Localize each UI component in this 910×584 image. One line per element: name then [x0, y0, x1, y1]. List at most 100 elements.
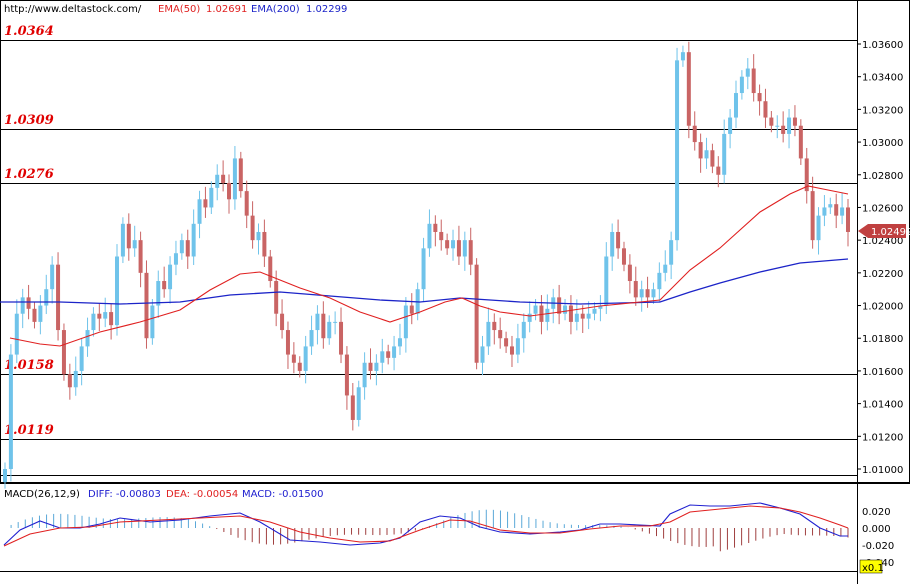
candle-body: [456, 240, 461, 257]
candle-body: [733, 93, 738, 118]
candle-body: [115, 256, 120, 326]
candle-body: [61, 330, 66, 375]
candle-body: [492, 321, 497, 331]
candle-body: [557, 297, 562, 314]
level-label: 1.0119: [4, 423, 54, 438]
candle-body: [256, 231, 261, 241]
candle-body: [97, 313, 102, 319]
candle-body: [527, 313, 532, 322]
candle-body: [651, 289, 656, 298]
candle-body: [586, 313, 591, 319]
candle-body: [409, 305, 414, 314]
candle-body: [745, 68, 750, 77]
candle-body: [698, 142, 703, 159]
candle-body: [592, 308, 597, 314]
candle-body: [840, 207, 845, 216]
candle-body: [215, 174, 220, 188]
header-legend: http://www.deltastock.com/ EMA(50) 1.026…: [4, 4, 347, 15]
candle-body: [386, 351, 391, 358]
ema50-line: [9, 185, 849, 347]
y-tick-label: 1.01200: [862, 432, 903, 443]
macd-diff-line: [3, 502, 848, 546]
candle-body: [751, 68, 756, 94]
y-tick-label: 1.01000: [862, 465, 903, 476]
y-tick-label: 1.01400: [862, 400, 903, 411]
candle-body: [445, 240, 450, 249]
candle-body: [309, 330, 314, 347]
macd-y-axis: 0.0200.000-0.020-0.040: [862, 507, 894, 569]
candle-body: [716, 166, 721, 175]
zoom-badge-label: x0.1: [862, 563, 884, 574]
candle-body: [521, 321, 526, 339]
ema200-label: EMA(200): [251, 4, 300, 15]
current-price-tag: 1.02499: [858, 224, 910, 238]
candle-body: [574, 313, 579, 322]
candle-body: [32, 308, 37, 322]
macd-histogram: [10, 509, 849, 552]
candle-body: [138, 240, 143, 273]
candle-body: [468, 240, 473, 265]
candle-body: [769, 117, 774, 126]
candle-body: [480, 346, 485, 363]
candle-body: [692, 125, 697, 143]
level-label: 1.0276: [4, 167, 54, 182]
y-tick-label: 1.03200: [862, 105, 903, 116]
candle-body: [433, 223, 438, 232]
candle-body: [250, 215, 255, 241]
candle-body: [663, 264, 668, 273]
candle-body: [120, 223, 125, 257]
candle-body: [50, 264, 55, 290]
candle-body: [722, 133, 727, 175]
candle-body: [669, 240, 674, 265]
level-label: 1.0364: [4, 24, 54, 39]
candle-body: [191, 223, 196, 257]
y-axis: 1.03600 1.03400 1.03200 1.03000 1.02800 1.026…: [857, 40, 903, 476]
candle-body: [563, 305, 568, 314]
candle-body: [350, 395, 355, 420]
y-tick-label: 1.02600: [862, 203, 903, 214]
candle-body: [67, 374, 72, 388]
candle-body: [227, 182, 232, 200]
ema50-value: 1.02691: [206, 4, 247, 15]
y-tick-label: 1.02200: [862, 269, 903, 280]
candle-body: [598, 305, 603, 309]
candle-body: [150, 305, 155, 339]
level-lines: 1.0364 1.0309 1.0276 1.0158 1.0119: [0, 24, 857, 476]
candle-body: [315, 313, 320, 331]
candle-body: [268, 256, 273, 282]
candle-body: [327, 321, 332, 339]
candle-body: [109, 312, 114, 326]
candle-body: [498, 330, 503, 339]
ema200-value: 1.02299: [306, 4, 347, 15]
candle-body: [221, 174, 226, 183]
candle-body: [197, 199, 202, 224]
y-tick-label: 1.02000: [862, 302, 903, 313]
source-url[interactable]: http://www.deltastock.com/: [4, 4, 142, 15]
candle-body: [474, 264, 479, 363]
candle-body: [686, 52, 691, 126]
candle-body: [156, 281, 161, 306]
candle-body: [804, 158, 809, 192]
candle-body: [421, 248, 426, 290]
candle-body: [627, 264, 632, 282]
zoom-badge[interactable]: x0.1: [859, 559, 884, 574]
candle-body: [792, 117, 797, 126]
candle-body: [810, 191, 815, 241]
candle-body: [645, 289, 650, 298]
candle-body: [739, 76, 744, 94]
candle-body: [73, 370, 78, 388]
candle-body: [3, 469, 7, 483]
candle-body: [403, 305, 408, 339]
candle-body: [344, 354, 349, 396]
candle-body: [179, 240, 184, 254]
level-label: 1.0309: [4, 113, 54, 128]
candle-body: [321, 313, 326, 339]
candle-body: [232, 158, 237, 200]
candle-body: [79, 346, 84, 371]
candle-body: [185, 240, 190, 257]
candle-body: [533, 305, 538, 314]
candle-body: [704, 150, 709, 159]
candle-body: [362, 362, 367, 388]
candle-body: [763, 101, 768, 118]
